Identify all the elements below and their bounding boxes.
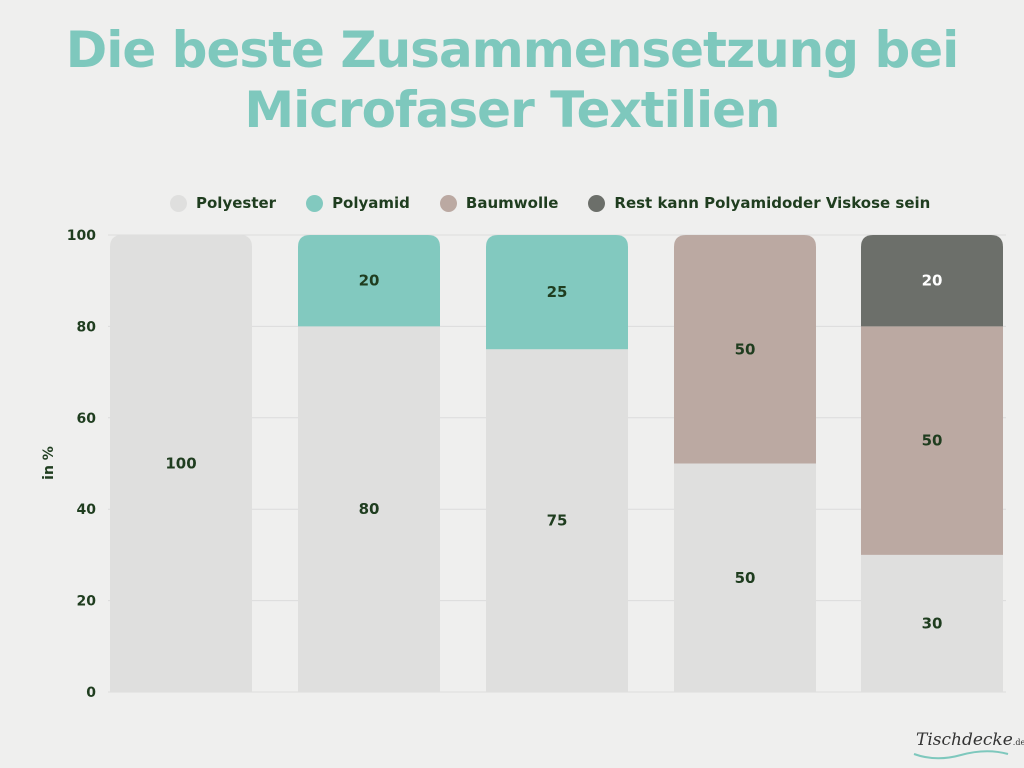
legend-swatch-polyamid	[306, 194, 324, 212]
y-tick-label: 20	[77, 594, 97, 610]
legend-label-rest: Rest kann Polyamidoder Viskose sein	[614, 194, 931, 212]
bar-segment-polyester	[110, 235, 252, 692]
title-line-1: Die beste Zusammensetzung bei	[65, 21, 960, 79]
bar-segment-polyamid	[298, 235, 440, 327]
bar-segment-polyester	[298, 326, 440, 692]
legend-label-polyester: Polyester	[196, 194, 277, 212]
bar-segment-polyamid	[486, 235, 628, 350]
data-label: 50	[735, 340, 756, 358]
legend-item-polyamid: Polyamid	[306, 194, 410, 212]
legend-item-polyester: Polyester	[170, 194, 276, 212]
logo-name: Tischdecke	[916, 730, 1013, 750]
legend: Polyester Polyamid Baumwolle Rest kann P…	[170, 190, 930, 216]
data-label: 30	[922, 614, 943, 632]
data-label: 50	[922, 432, 943, 450]
y-tick-label: 40	[77, 502, 97, 518]
chart-title: Die beste Zusammensetzung bei Microfaser…	[0, 20, 1024, 140]
data-label: 75	[547, 512, 568, 530]
legend-swatch-polyester	[170, 194, 187, 212]
data-label: 20	[359, 272, 380, 290]
y-tick-label: 100	[67, 228, 96, 244]
data-label: 100	[165, 455, 196, 473]
y-tick-label: 60	[77, 411, 97, 427]
data-label: 50	[735, 569, 756, 587]
logo-wave-icon	[913, 750, 1009, 760]
bar-segment-baumwolle	[861, 326, 1003, 555]
legend-swatch-rest	[588, 194, 606, 212]
bar-segment-polyester	[486, 349, 628, 692]
bar-segment-polyester	[674, 463, 816, 692]
y-axis-label: in %	[41, 446, 57, 480]
legend-swatch-baumwolle	[439, 194, 457, 212]
bar-segment-polyester	[861, 554, 1003, 692]
bar-segment-baumwolle	[674, 235, 816, 464]
tischdecke-logo: Tischdecke.de	[906, 724, 1024, 764]
y-tick-label: 80	[77, 319, 97, 335]
y-tick-label: 0	[86, 685, 96, 701]
bar-segment-rest	[861, 235, 1003, 327]
data-label: 80	[359, 500, 380, 518]
logo-suffix: .de	[1012, 738, 1024, 747]
legend-label-baumwolle: Baumwolle	[465, 194, 559, 212]
title-line-2: Microfaser Textilien	[244, 81, 780, 139]
data-label: 25	[547, 283, 568, 301]
legend-item-rest: Rest kann Polyamidoder Viskose sein	[588, 194, 930, 212]
data-label: 20	[922, 272, 943, 290]
legend-label-polyamid: Polyamid	[332, 194, 410, 212]
legend-item-baumwolle: Baumwolle	[439, 194, 559, 212]
